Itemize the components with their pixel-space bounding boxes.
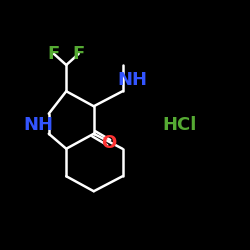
Text: NH: NH: [118, 71, 148, 89]
Text: HCl: HCl: [163, 116, 197, 134]
Text: F: F: [48, 45, 60, 63]
Text: O: O: [101, 134, 116, 152]
Text: NH: NH: [24, 116, 54, 134]
Text: F: F: [72, 45, 85, 63]
